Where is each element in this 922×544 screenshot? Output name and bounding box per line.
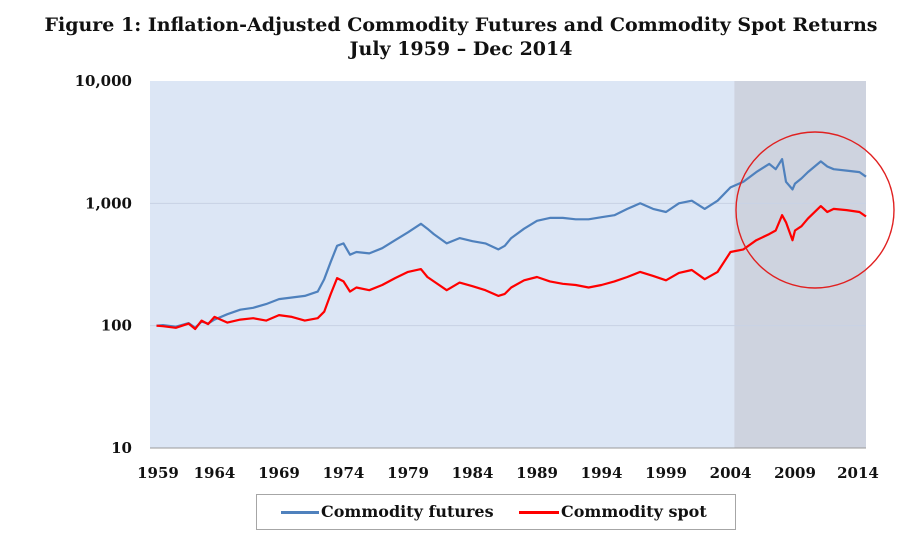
legend-swatch-futures bbox=[281, 511, 319, 514]
y-tick-label: 100 bbox=[101, 317, 132, 335]
x-tick-label: 1989 bbox=[516, 464, 558, 482]
x-tick-label: 1964 bbox=[194, 464, 236, 482]
y-axis-ticks: 10 100 1,000 10,000 bbox=[75, 72, 132, 457]
x-tick-label: 2014 bbox=[837, 464, 879, 482]
y-tick-label: 1,000 bbox=[85, 194, 132, 212]
x-tick-label: 1984 bbox=[452, 464, 494, 482]
x-tick-label: 1999 bbox=[645, 464, 687, 482]
x-tick-label: 1974 bbox=[323, 464, 365, 482]
x-tick-label: 1994 bbox=[581, 464, 623, 482]
x-tick-label: 2004 bbox=[710, 464, 752, 482]
legend-label-futures: Commodity futures bbox=[321, 502, 494, 521]
x-axis-ticks: 1959 1964 1969 1974 1979 1984 1989 1994 1999 2004… bbox=[137, 464, 879, 482]
x-tick-label: 2009 bbox=[774, 464, 816, 482]
y-tick-label: 10 bbox=[111, 439, 132, 457]
gridlines bbox=[150, 202, 866, 449]
y-tick-label: 10,000 bbox=[75, 72, 132, 90]
x-tick-label: 1969 bbox=[258, 464, 300, 482]
legend-swatch-spot bbox=[519, 511, 559, 514]
legend-label-spot: Commodity spot bbox=[561, 502, 707, 521]
series-line-spot bbox=[156, 205, 867, 331]
legend: Commodity futures Commodity spot bbox=[256, 494, 736, 530]
x-tick-label: 1979 bbox=[387, 464, 429, 482]
highlight-circle bbox=[735, 131, 895, 289]
series-lines bbox=[156, 158, 867, 331]
shaded-period bbox=[734, 81, 866, 448]
x-tick-label: 1959 bbox=[137, 464, 179, 482]
chart-title: Figure 1: Inflation-Adjusted Commodity F… bbox=[44, 14, 878, 36]
series-line-futures bbox=[156, 158, 867, 329]
chart-subtitle: July 1959 – Dec 2014 bbox=[349, 38, 573, 60]
